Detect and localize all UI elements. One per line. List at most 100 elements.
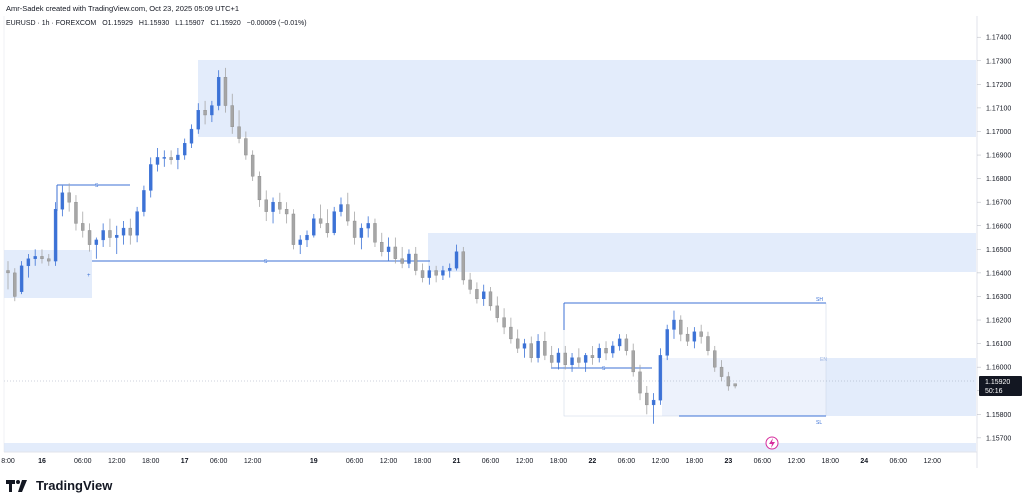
candle-body: [176, 154, 180, 160]
candle: [352, 211, 357, 245]
x-tick-label: 06:00: [74, 458, 92, 465]
x-tick-label: 06:00: [889, 458, 907, 465]
candle: [420, 263, 425, 283]
sl-label: SL: [816, 420, 822, 426]
alert-icon[interactable]: [765, 436, 779, 450]
time-axis[interactable]: 8:00 16 06:00 12:00 18:00 17 06:00 12:00 19 06:00…: [1, 458, 941, 465]
candle: [393, 237, 398, 264]
sh-label: SH: [816, 297, 823, 303]
candle-body: [325, 223, 330, 234]
candle-body: [468, 279, 472, 290]
x-tick-label: 18:00: [686, 458, 704, 465]
candle: [182, 138, 187, 160]
candle-body: [196, 110, 200, 130]
candle: [101, 223, 105, 247]
candle: [339, 197, 343, 217]
candle: [13, 268, 17, 302]
candle: [176, 147, 180, 170]
candle: [189, 124, 194, 148]
candle: [726, 371, 731, 391]
x-tick-label: 12:00: [380, 458, 398, 465]
candle-body: [33, 256, 37, 259]
candle: [597, 343, 601, 363]
candle: [216, 70, 221, 111]
candle: [264, 190, 268, 222]
candle: [67, 183, 71, 212]
candle-body: [87, 230, 92, 245]
y-tick-label: 1.16500: [986, 247, 1011, 254]
position-box[interactable]: [563, 302, 827, 417]
candle-body: [645, 392, 649, 406]
candle: [305, 230, 309, 247]
candle: [237, 110, 241, 144]
tradingview-brand: TradingView: [6, 478, 112, 493]
candle-body: [515, 338, 520, 349]
candle-body: [121, 227, 126, 236]
candle: [638, 364, 642, 401]
candle: [33, 249, 37, 266]
candle: [318, 204, 323, 229]
candle-body: [617, 338, 622, 347]
candle-body: [685, 333, 690, 342]
y-tick-label: 1.17000: [986, 129, 1011, 136]
symbol-line[interactable]: EURUSD · 1h · FOREXCOM: [6, 20, 97, 27]
candle-body: [699, 331, 703, 337]
candle: [196, 103, 200, 134]
candle-body: [570, 357, 574, 366]
candle-body: [53, 209, 58, 262]
x-tick-label: 18:00: [822, 458, 840, 465]
candle: [386, 237, 391, 262]
price-axis[interactable]: 1.17400 1.17300 1.17200 1.17100 1.17000 1.169…: [977, 35, 1011, 443]
candle-body: [407, 253, 411, 264]
candle: [312, 213, 316, 238]
candle: [590, 345, 595, 365]
x-tick-label: 16: [38, 458, 46, 465]
candle-body: [74, 201, 78, 224]
candle: [26, 254, 31, 278]
candle-body: [230, 105, 234, 127]
candle-body: [101, 230, 105, 241]
candle-body: [94, 239, 99, 245]
y-tick-label: 1.15900: [986, 388, 1011, 395]
candle: [699, 324, 703, 344]
candle-body: [638, 371, 642, 394]
candle: [604, 341, 608, 361]
candle-body: [257, 176, 262, 201]
candle-body: [210, 105, 214, 116]
candle: [121, 221, 126, 245]
candle: [495, 296, 499, 323]
zone-middle[interactable]: [428, 233, 976, 272]
zone-top[interactable]: [198, 60, 976, 137]
candle-body: [563, 352, 567, 365]
candle-body: [536, 341, 540, 358]
candle: [271, 197, 275, 224]
candle: [434, 265, 438, 283]
candle: [278, 192, 282, 214]
candle: [400, 246, 404, 269]
candle-body: [475, 289, 479, 300]
candlestick-series: [6, 67, 737, 424]
candle-body: [679, 319, 683, 335]
x-tick-label: 22: [589, 458, 597, 465]
candle-body: [298, 239, 302, 245]
y-tick-label: 1.16000: [986, 365, 1011, 372]
zone-low-strip[interactable]: [4, 443, 976, 452]
candle-body: [692, 331, 697, 342]
bar-countdown: 50:16: [985, 388, 1003, 395]
bos-label-2: S: [264, 259, 268, 265]
low-value: L1.15907: [175, 20, 205, 27]
candle: [482, 284, 486, 306]
y-tick-label: 1.17200: [986, 82, 1011, 89]
zone-left[interactable]: [4, 250, 92, 298]
candle-body: [713, 350, 717, 368]
candle-body: [393, 246, 398, 259]
candle-body: [115, 234, 119, 238]
zone-bottom[interactable]: [662, 358, 976, 416]
y-tick-label: 1.16900: [986, 153, 1011, 160]
candle: [624, 334, 629, 356]
candle-body: [733, 383, 737, 387]
x-tick-label: 8:00: [1, 458, 15, 465]
candle-body: [162, 157, 167, 159]
candle-body: [373, 223, 377, 243]
